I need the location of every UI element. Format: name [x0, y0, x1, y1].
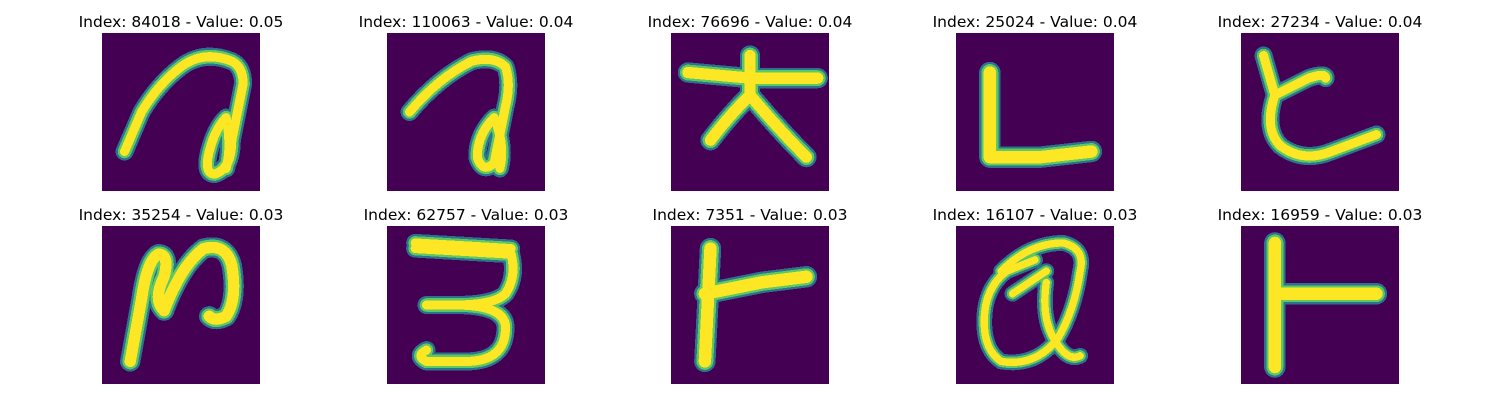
- panel-title: Index: 7351 - Value: 0.03: [652, 206, 848, 224]
- panel-title: Index: 76696 - Value: 0.04: [647, 13, 853, 31]
- glyph-a-loop-small-image: [387, 33, 545, 191]
- panel-title: Index: 110063 - Value: 0.04: [358, 13, 574, 31]
- panel-9: Index: 16107 - Value: 0.03: [933, 206, 1137, 384]
- glyph-three-image: [387, 226, 545, 384]
- panel-10: Index: 16959 - Value: 0.03: [1218, 206, 1422, 384]
- glyph-t-right-tall-image: [1241, 226, 1399, 384]
- panel-6: Index: 35254 - Value: 0.03: [79, 206, 283, 384]
- panel-title: Index: 84018 - Value: 0.05: [78, 13, 284, 31]
- glyph-a-loop-image: [102, 33, 260, 191]
- panel-4: Index: 25024 - Value: 0.04: [933, 13, 1137, 191]
- panel-title: Index: 27234 - Value: 0.04: [1217, 13, 1423, 31]
- panel-title: Index: 16107 - Value: 0.03: [932, 206, 1138, 224]
- panel-3: Index: 76696 - Value: 0.04: [648, 13, 852, 191]
- panel-8: Index: 7351 - Value: 0.03: [653, 206, 847, 384]
- panel-5: Index: 27234 - Value: 0.04: [1218, 13, 1422, 191]
- glyph-ko-image: [1241, 33, 1399, 191]
- panel-7: Index: 62757 - Value: 0.03: [364, 206, 568, 384]
- panel-title: Index: 35254 - Value: 0.03: [78, 206, 284, 224]
- panel-1: Index: 84018 - Value: 0.05: [79, 13, 283, 191]
- panel-title: Index: 16959 - Value: 0.03: [1217, 206, 1423, 224]
- panel-title: Index: 25024 - Value: 0.04: [932, 13, 1138, 31]
- glyph-a-round-image: [956, 226, 1114, 384]
- glyph-tree-image: [671, 33, 829, 191]
- glyph-n-image: [102, 226, 260, 384]
- glyph-l-image: [956, 33, 1114, 191]
- panel-title: Index: 62757 - Value: 0.03: [363, 206, 569, 224]
- glyph-t-right-image: [671, 226, 829, 384]
- panel-2: Index: 110063 - Value: 0.04: [359, 13, 573, 191]
